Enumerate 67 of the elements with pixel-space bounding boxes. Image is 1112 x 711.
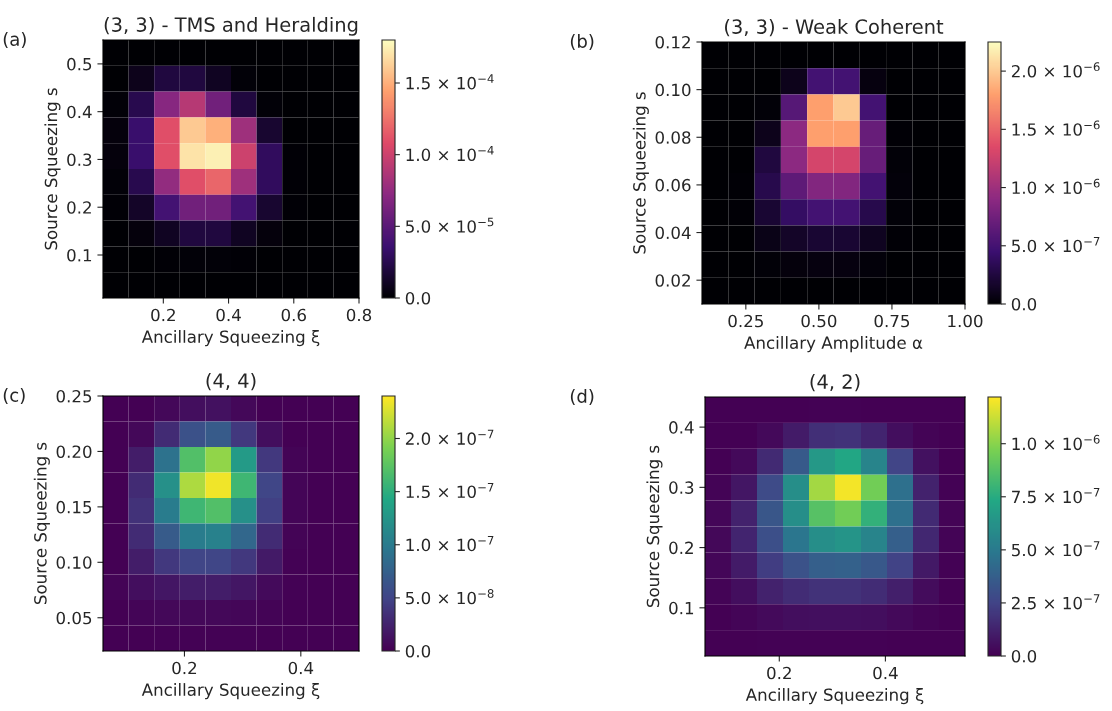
- color-bar-label: 2.5 × 10$^{−7}$: [1011, 594, 1100, 610]
- color-bar-label: 0.0: [405, 291, 431, 305]
- chart-title: (3, 3) - TMS and Heralding: [104, 16, 358, 36]
- text: (d): [570, 389, 594, 406]
- color-bar-label: 2.0 × 10$^{−7}$: [405, 429, 494, 445]
- color-bar-label: 1.5 × 10$^{−6}$: [1012, 120, 1100, 136]
- y-tick-label: 0.05: [56, 611, 92, 625]
- y-tick-label: 0.4: [67, 105, 92, 119]
- y-tick-label: 0.5: [67, 57, 92, 71]
- x-tick-label: 0.50: [801, 314, 837, 328]
- text: (a): [3, 32, 26, 49]
- y-tick-label: 0.10: [655, 83, 691, 97]
- x-axis-title: Ancillary Squeezing ξ: [141, 330, 320, 347]
- color-bar-label: 5.0 × 10$^{−7}$: [1012, 237, 1100, 253]
- y-tick-label: 0.08: [655, 131, 691, 144]
- y-tick-label: 0.4: [669, 421, 694, 434]
- y-tick-label: 0.04: [655, 226, 691, 240]
- y-tick-label: 0.3: [669, 481, 694, 494]
- x-tick-label: 0.2: [172, 661, 197, 675]
- color-bar-label: 1.0 × 10$^{−4}$: [406, 146, 494, 162]
- color-bar-label: 0.0: [405, 644, 431, 658]
- color-bar-label: 5.0 × 10$^{−5}$: [406, 217, 494, 233]
- x-tick-label: 0.8: [346, 308, 372, 322]
- y-axis-title: Source Squeezing s: [33, 442, 50, 605]
- color-bar-label: 1.5 × 10$^{−7}$: [406, 482, 494, 499]
- x-tick-label: 0.25: [728, 314, 763, 328]
- x-tick-label: 0.75: [874, 314, 910, 328]
- x-tick-label: 0.6: [281, 308, 306, 322]
- color-bar-label: 0.0: [1011, 297, 1037, 311]
- x-tick-label: 0.2: [151, 308, 175, 322]
- x-axis-title: Ancillary Amplitude α: [744, 336, 923, 353]
- color-bar-label: 2.0 × 10$^{−6}$: [1011, 62, 1100, 78]
- y-tick-label: 0.02: [655, 274, 690, 287]
- x-tick-label: 0.4: [216, 308, 241, 322]
- chart-title: (4, 2): [810, 373, 860, 392]
- y-tick-label: 0.3: [67, 153, 92, 167]
- y-tick-label: 0.20: [56, 445, 92, 458]
- y-axis-title: Source Squeezing s: [44, 88, 61, 250]
- x-tick-label: 1.00: [948, 314, 983, 328]
- x-axis-title: Ancillary Squeezing ξ: [745, 688, 924, 705]
- y-tick-label: 0.10: [56, 556, 92, 569]
- color-bar-label: 5.0 × 10$^{−7}$: [1012, 541, 1100, 557]
- color-bar-label: 0.0: [1011, 649, 1037, 663]
- y-tick-label: 0.2: [67, 201, 91, 214]
- color-bar-label: 1.5 × 10$^{−4}$: [406, 74, 494, 90]
- x-tick-label: 0.2: [767, 666, 791, 680]
- color-bar-label: 1.0 × 10$^{−6}$: [1012, 178, 1100, 194]
- y-axis-title: Source Squeezing s: [632, 92, 649, 254]
- y-tick-label: 0.1: [669, 601, 694, 615]
- y-tick-label: 0.15: [56, 500, 92, 514]
- text: (b): [570, 34, 594, 51]
- color-bar-label: 5.0 × 10$^{−8}$: [406, 589, 494, 605]
- chart-title: (3, 3) - Weak Coherent: [725, 18, 944, 37]
- y-tick-label: 0.1: [67, 248, 92, 262]
- x-tick-label: 0.4: [288, 661, 314, 675]
- text: (c): [3, 388, 25, 405]
- color-bar-label: 1.0 × 10$^{−7}$: [406, 536, 494, 552]
- y-tick-label: 0.12: [655, 35, 690, 49]
- color-bar-label: 1.0 × 10$^{−6}$: [1012, 434, 1100, 451]
- y-tick-label: 0.06: [655, 178, 691, 192]
- color-bar-label: 7.5 × 10$^{−7}$: [1012, 488, 1100, 504]
- x-tick-label: 0.4: [873, 666, 898, 680]
- x-axis-title: Ancillary Squeezing ξ: [141, 683, 320, 700]
- chart-title: (4, 4): [206, 372, 256, 391]
- y-tick-label: 0.25: [56, 389, 92, 403]
- y-tick-label: 0.2: [669, 541, 693, 555]
- y-axis-title: Source Squeezing s: [646, 445, 663, 608]
